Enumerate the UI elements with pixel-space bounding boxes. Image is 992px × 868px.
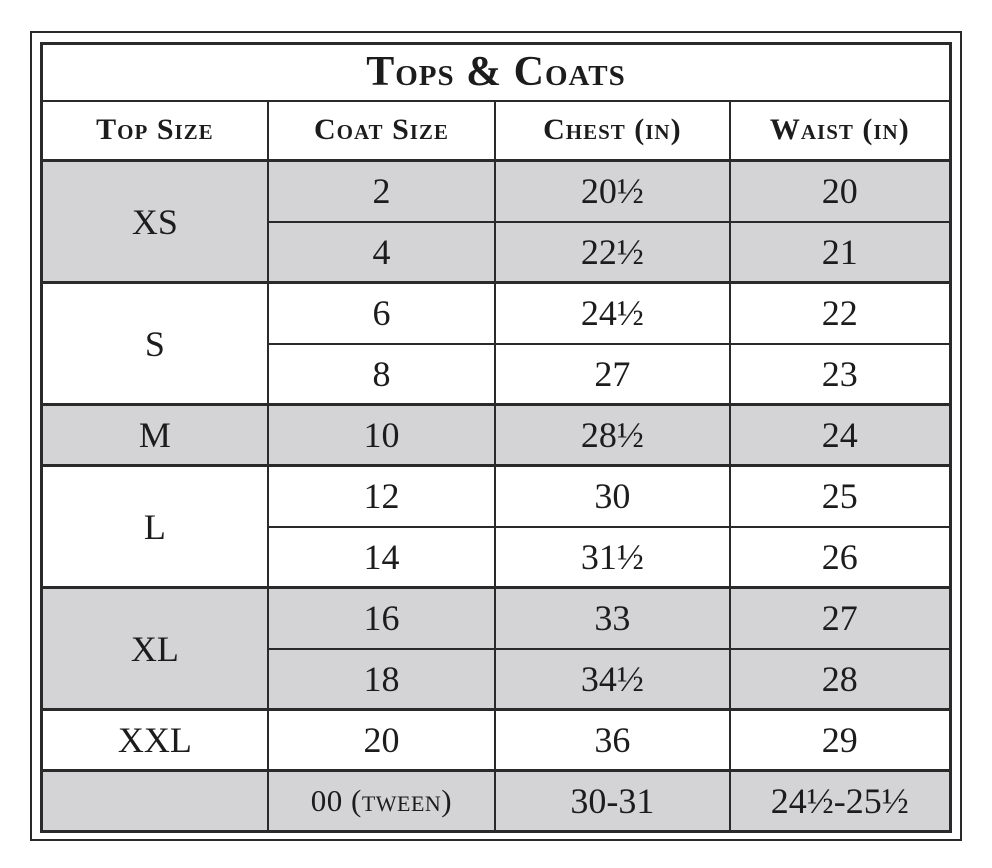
cell-top-size: XS: [40, 159, 269, 284]
cell-waist: 24½-25½: [728, 769, 952, 833]
cell-chest: 31½: [494, 525, 731, 589]
table-row-s-1: S 6 24½ 22: [40, 281, 952, 406]
cell-coat-size: 12: [266, 464, 497, 528]
cell-waist: 22: [728, 281, 952, 345]
table-row-xxl: XXL 20 36 29: [40, 708, 952, 772]
cell-coat-size: 14: [266, 525, 497, 589]
cell-coat-size: 8: [266, 342, 497, 406]
cell-top-size: M: [40, 403, 269, 467]
cell-chest: 33: [494, 586, 731, 650]
cell-chest: 30: [494, 464, 731, 528]
cell-top-size: S: [40, 281, 269, 406]
cell-chest: 34½: [494, 647, 731, 711]
cell-coat-size: 18: [266, 647, 497, 711]
cell-waist: 29: [728, 708, 952, 772]
cell-top-size: L: [40, 464, 269, 589]
cell-coat-size: 16: [266, 586, 497, 650]
table-row-m: M 10 28½ 24: [40, 403, 952, 467]
cell-chest: 30-31: [494, 769, 731, 833]
cell-top-size: XL: [40, 586, 269, 711]
cell-coat-size: 20: [266, 708, 497, 772]
header-chest: Chest (in): [494, 99, 731, 162]
column-header-row: Top Size Coat Size Chest (in) Waist (in): [40, 99, 952, 162]
table-row-xl-2: 18 34½ 28: [42, 647, 952, 711]
cell-coat-size: 6: [266, 281, 497, 345]
tops-coats-size-chart: Tops & Coats Top Size Coat Size Chest (i…: [40, 42, 952, 833]
cell-waist: 24: [728, 403, 952, 467]
table-row-s-2: 8 27 23: [42, 342, 952, 406]
header-waist: Waist (in): [728, 99, 952, 162]
cell-coat-size: 4: [266, 220, 497, 284]
cell-waist: 26: [728, 525, 952, 589]
size-chart-table-container: Tops & Coats Top Size Coat Size Chest (i…: [40, 42, 952, 833]
cell-top-size: XXL: [40, 708, 269, 772]
header-top-size: Top Size: [40, 99, 269, 162]
cell-chest: 20½: [494, 159, 731, 223]
table-row-xs-2: 4 22½ 21: [42, 220, 952, 284]
table-row-xs-1: XS 2 20½ 20: [40, 159, 952, 284]
cell-chest: 24½: [494, 281, 731, 345]
cell-coat-size: 00 (tween): [266, 769, 497, 833]
cell-chest: 28½: [494, 403, 731, 467]
table-row-l-2: 14 31½ 26: [42, 525, 952, 589]
cell-chest: 22½: [494, 220, 731, 284]
cell-waist: 27: [728, 586, 952, 650]
table-row-tween: 00 (tween) 30-31 24½-25½: [40, 769, 952, 833]
cell-waist: 25: [728, 464, 952, 528]
table-title-row: Tops & Coats: [40, 42, 952, 102]
cell-chest: 36: [494, 708, 731, 772]
header-coat-size: Coat Size: [266, 99, 497, 162]
cell-chest: 27: [494, 342, 731, 406]
cell-coat-size: 2: [266, 159, 497, 223]
cell-coat-size: 10: [266, 403, 497, 467]
table-title: Tops & Coats: [40, 42, 952, 102]
cell-top-size: [40, 769, 269, 833]
cell-waist: 21: [728, 220, 952, 284]
cell-waist: 20: [728, 159, 952, 223]
table-row-l-1: L 12 30 25: [40, 464, 952, 589]
cell-waist: 23: [728, 342, 952, 406]
cell-waist: 28: [728, 647, 952, 711]
table-row-xl-1: XL 16 33 27: [40, 586, 952, 711]
